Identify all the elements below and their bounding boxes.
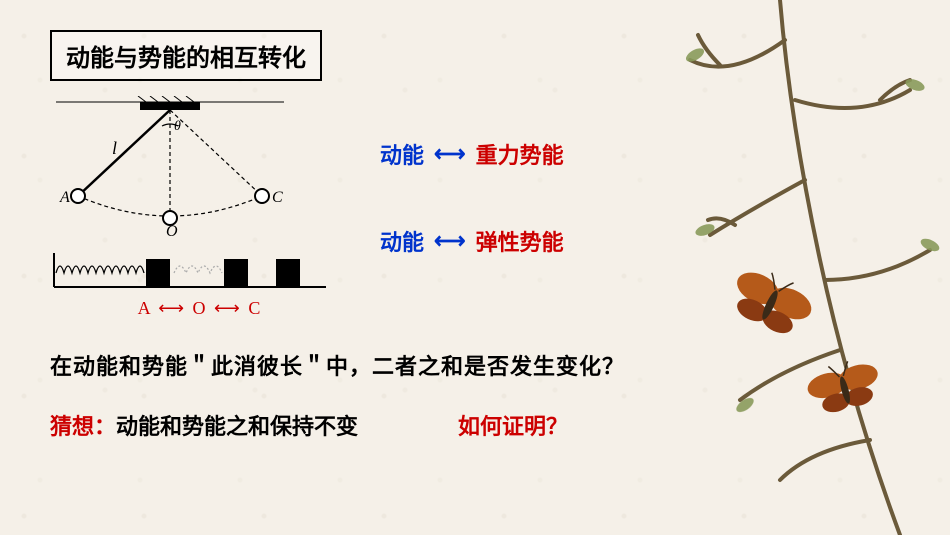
guess-statement: 猜想：动能和势能之和保持不变 <box>50 409 358 441</box>
pendulum-label-C: C <box>272 189 283 206</box>
proof-question: 如何证明？ <box>458 409 568 441</box>
conversions-column: 动能 ⟷ 重力势能 动能 ⟷ 弹性势能 <box>380 118 564 297</box>
pendulum-label-theta: θ <box>174 119 181 134</box>
pendulum-label-A: A <box>59 189 70 206</box>
pendulum-label-l: l <box>112 138 117 158</box>
spring-label-A: A <box>138 298 152 318</box>
question-text: 在动能和势能＂此消彼长＂中，二者之和是否发生变化？ <box>50 349 930 381</box>
spring-labels: A ⟷ O ⟷ C <box>50 298 350 319</box>
spring-arrow-1: ⟷ <box>158 298 192 318</box>
double-arrow-icon: ⟷ <box>434 228 466 254</box>
slide-title: 动能与势能的相互转化 <box>50 30 322 81</box>
diagrams-and-conversions: A C O l θ A ⟷ O ⟷ C <box>50 96 930 319</box>
kinetic-label-1: 动能 <box>380 138 424 170</box>
pendulum-diagram: A C O l θ <box>50 96 290 236</box>
potential-label-1: 重力势能 <box>476 138 564 170</box>
spring-label-C: C <box>248 298 262 318</box>
guess-text: 动能和势能之和保持不变 <box>116 414 358 439</box>
guess-row: 猜想：动能和势能之和保持不变 如何证明？ <box>50 409 930 441</box>
spring-label-O: O <box>193 298 208 318</box>
pendulum-label-O: O <box>166 223 178 236</box>
guess-label: 猜想： <box>50 414 116 439</box>
spring-diagram <box>50 249 330 291</box>
potential-label-2: 弹性势能 <box>476 225 564 257</box>
kinetic-label-2: 动能 <box>380 225 424 257</box>
diagrams-column: A C O l θ A ⟷ O ⟷ C <box>50 96 350 319</box>
double-arrow-icon: ⟷ <box>434 141 466 167</box>
slide-content: 动能与势能的相互转化 A C O <box>0 0 950 461</box>
spring-arrow-2: ⟷ <box>214 298 248 318</box>
conversion-row-1: 动能 ⟷ 重力势能 <box>380 138 564 170</box>
conversion-row-2: 动能 ⟷ 弹性势能 <box>380 225 564 257</box>
